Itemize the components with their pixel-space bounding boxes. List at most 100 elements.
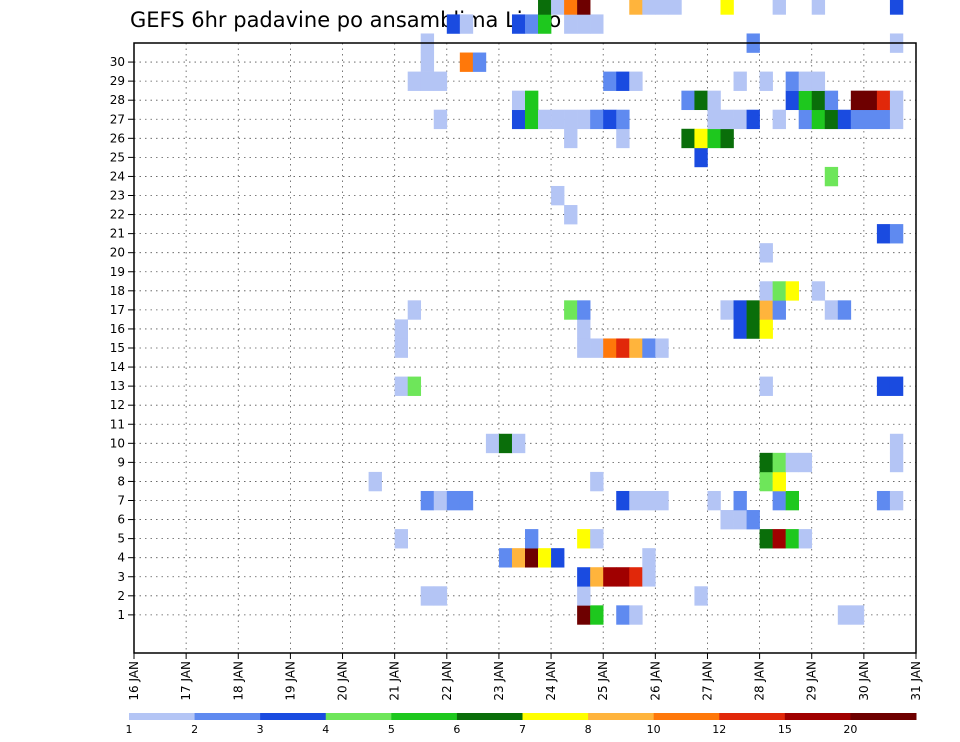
y-tick-label: 23 [110,189,125,203]
data-cell [707,490,721,511]
data-cell [446,490,461,511]
data-cell [551,109,565,130]
x-tick-label: 20 JAN [336,661,350,701]
legend-label: 8 [585,723,592,736]
data-cell [772,490,786,511]
y-tick-label: 27 [110,112,125,126]
data-cell [655,490,669,511]
data-cell [785,281,799,301]
data-cell [772,0,786,15]
data-cell [837,300,852,320]
y-tick-label: 21 [110,227,125,241]
y-tick-label: 13 [110,379,125,393]
data-cell [772,281,786,301]
data-cell [616,109,630,130]
data-cell [616,71,630,91]
data-cell [889,376,904,396]
legend-swatch [850,713,917,720]
data-cell [629,0,643,15]
y-tick-label: 4 [117,551,125,565]
data-cell [577,605,591,625]
legend-swatch [391,713,458,720]
data-cell [551,0,565,15]
data-cell [850,90,865,111]
y-tick-label: 29 [110,74,125,88]
data-cell [785,452,799,473]
data-cell [394,529,408,549]
data-cell [785,529,799,549]
data-cell [876,224,891,244]
data-cell [876,90,891,111]
data-cell [746,109,760,130]
data-cell [564,0,578,15]
legend-swatch [784,713,851,720]
data-cell [511,548,526,568]
data-cell [707,90,721,111]
data-cell [603,567,617,587]
data-cell [785,71,799,91]
data-cells [368,0,904,625]
data-cell [368,471,382,492]
legend-swatch [522,713,589,720]
y-tick-label: 20 [110,246,125,260]
data-cell [850,605,865,625]
data-cell [759,319,773,339]
data-cell [577,109,591,130]
data-cell [420,71,435,91]
x-tick-label: 27 JAN [700,661,714,701]
data-cell [772,300,786,320]
data-cell [642,548,656,568]
data-cell [564,14,578,34]
data-cell [459,14,474,34]
data-cell [746,300,760,320]
y-tick-label: 3 [117,570,125,584]
x-tick-label: 26 JAN [648,661,662,701]
data-cell [642,338,656,358]
y-tick-label: 19 [110,265,125,279]
data-cell [733,300,747,320]
legend-label: 20 [843,723,857,736]
data-cell [668,0,682,15]
data-cell [850,109,865,130]
y-tick-label: 9 [117,455,125,469]
legend-label: 15 [778,723,792,736]
data-cell [420,52,435,72]
data-cell [629,490,643,511]
data-cell [733,510,747,530]
legend-label: 3 [257,723,264,736]
data-cell [889,109,904,130]
y-tick-label: 14 [110,360,125,374]
data-cell [681,90,695,111]
legend-swatch [588,713,655,720]
data-cell [720,0,734,15]
data-cell [472,52,487,72]
data-cell [525,529,539,549]
data-cell [733,71,747,91]
data-cell [394,319,408,339]
x-tick-label: 30 JAN [857,661,871,701]
data-cell [551,185,565,206]
data-cell [420,586,435,606]
data-cell [759,300,773,320]
data-cell [590,14,604,34]
data-cell [811,90,826,111]
data-cell [616,338,630,358]
data-cell [707,128,721,149]
data-cell [681,128,695,149]
data-cell [525,548,539,568]
x-tick-label: 25 JAN [596,661,610,701]
x-tick-label: 23 JAN [492,661,506,701]
y-axis-ticks: 1234567891011121314151617181920212223242… [110,55,134,622]
data-cell [876,376,891,396]
data-cell [811,0,826,15]
data-cell [603,338,617,358]
data-cell [759,452,773,473]
y-tick-label: 5 [117,532,125,546]
data-cell [577,567,591,587]
x-tick-label: 31 JAN [909,661,923,701]
data-cell [824,109,839,130]
data-cell [394,338,408,358]
data-cell [590,109,604,130]
data-cell [642,490,656,511]
